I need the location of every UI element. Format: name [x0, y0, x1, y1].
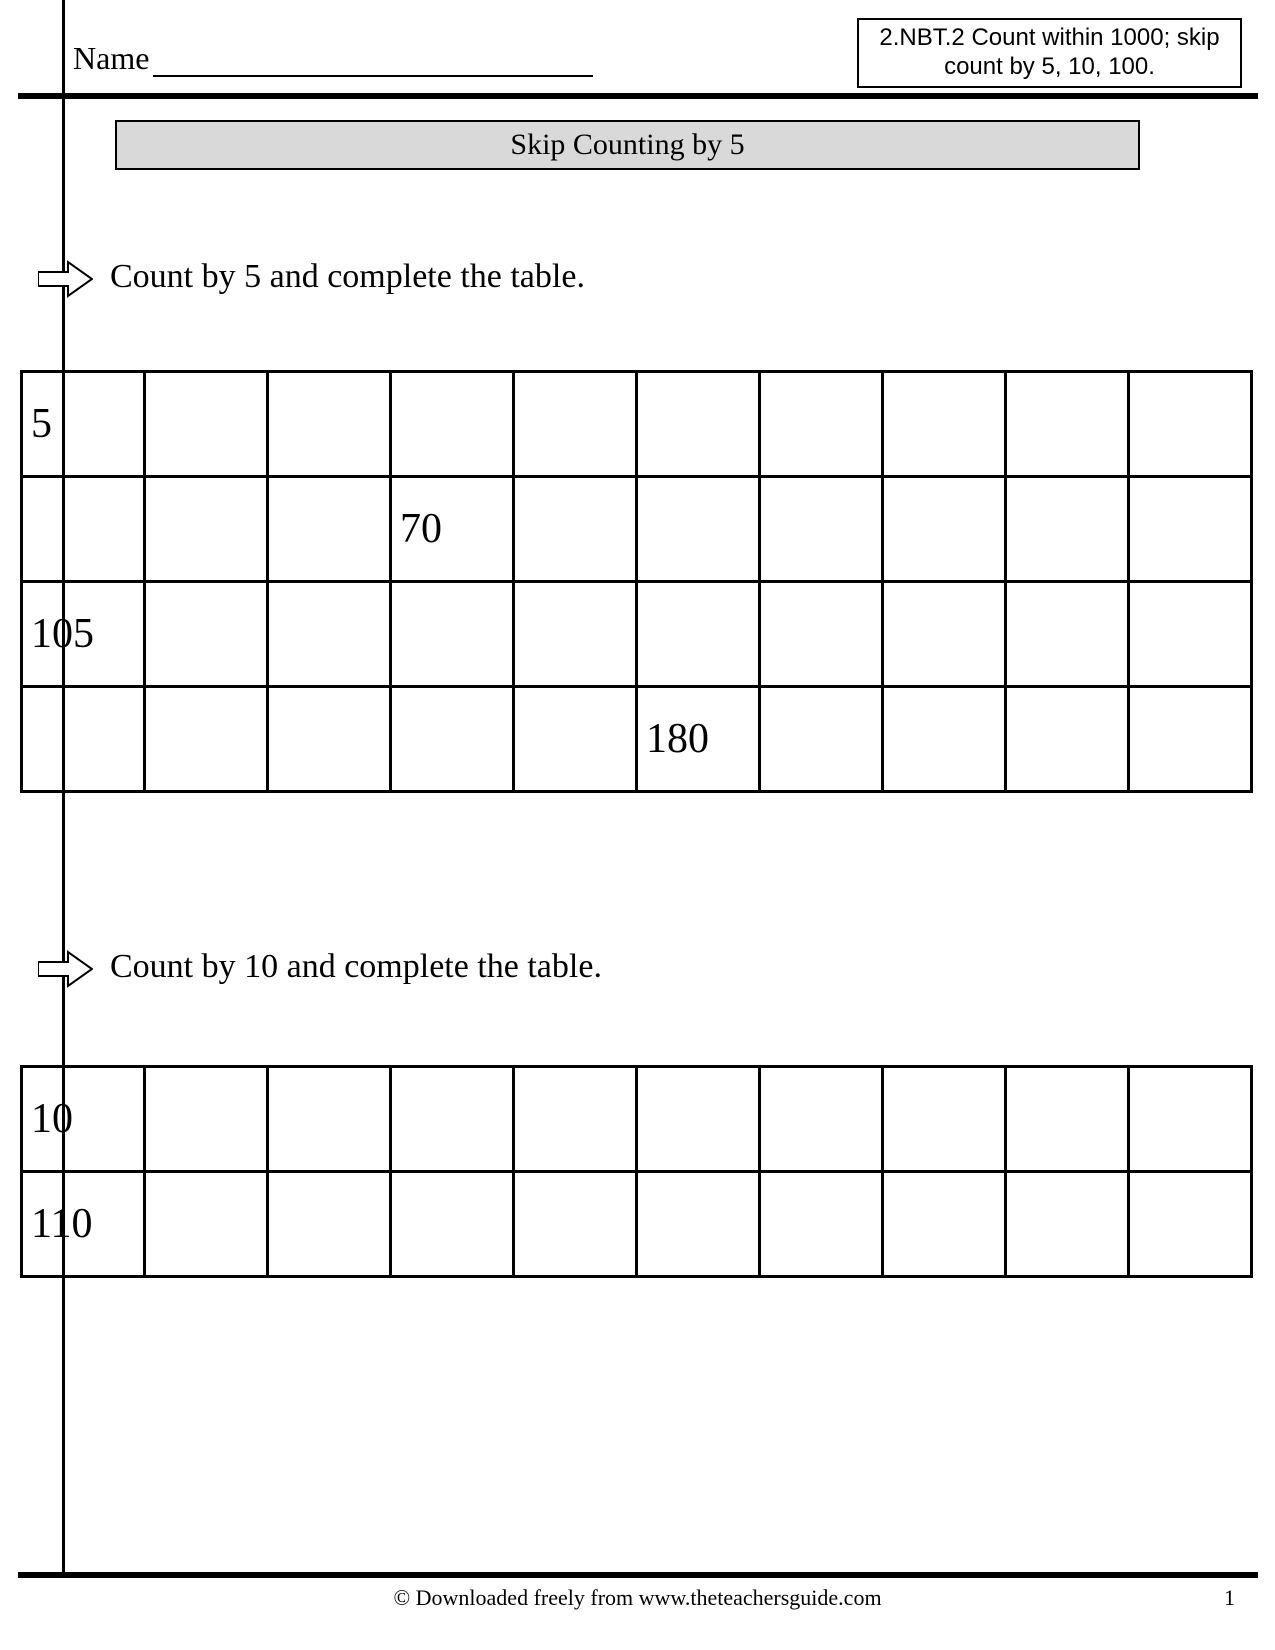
- table-cell[interactable]: [145, 477, 268, 582]
- table-cell[interactable]: [883, 1067, 1006, 1172]
- instruction-2: Count by 10 and complete the table.: [110, 948, 602, 986]
- table-cell[interactable]: [514, 1067, 637, 1172]
- skip-count-table-2[interactable]: 10110: [20, 1065, 1253, 1278]
- table-cell[interactable]: [883, 687, 1006, 792]
- table-cell[interactable]: [514, 477, 637, 582]
- table-cell[interactable]: [391, 372, 514, 477]
- table-cell[interactable]: [514, 687, 637, 792]
- table-cell[interactable]: [145, 582, 268, 687]
- table-cell[interactable]: [514, 1172, 637, 1277]
- table-cell[interactable]: [391, 687, 514, 792]
- page-number: 1: [1224, 1585, 1235, 1611]
- table-cell[interactable]: [268, 1067, 391, 1172]
- table-cell[interactable]: 110: [22, 1172, 145, 1277]
- standard-box: 2.NBT.2 Count within 1000; skip count by…: [857, 18, 1242, 88]
- table-cell[interactable]: [1006, 477, 1129, 582]
- instruction-1: Count by 5 and complete the table.: [110, 258, 585, 296]
- arrow-right-icon: [38, 260, 93, 298]
- table-cell[interactable]: [637, 582, 760, 687]
- table-cell[interactable]: 180: [637, 687, 760, 792]
- table-cell[interactable]: [637, 372, 760, 477]
- table-cell[interactable]: [1129, 582, 1252, 687]
- table-cell[interactable]: [1129, 1067, 1252, 1172]
- table-cell[interactable]: [637, 1172, 760, 1277]
- name-blank-line[interactable]: [153, 51, 593, 77]
- table-cell[interactable]: [1129, 372, 1252, 477]
- table-cell[interactable]: [637, 1067, 760, 1172]
- table-cell[interactable]: [1006, 582, 1129, 687]
- table-cell[interactable]: [760, 372, 883, 477]
- table-cell[interactable]: [1129, 477, 1252, 582]
- table-cell[interactable]: [145, 372, 268, 477]
- table-cell[interactable]: [145, 687, 268, 792]
- footer-text: © Downloaded freely from www.theteachers…: [0, 1585, 1275, 1611]
- table-cell[interactable]: [268, 687, 391, 792]
- bottom-rule: [18, 1572, 1258, 1578]
- table-cell[interactable]: [268, 372, 391, 477]
- table-cell[interactable]: [514, 582, 637, 687]
- worksheet-page: Name 2.NBT.2 Count within 1000; skip cou…: [0, 0, 1275, 1650]
- table-cell[interactable]: [883, 477, 1006, 582]
- name-label: Name: [73, 40, 149, 76]
- table-cell[interactable]: [760, 582, 883, 687]
- table-cell[interactable]: [1006, 687, 1129, 792]
- table-cell[interactable]: 105: [22, 582, 145, 687]
- table-cell[interactable]: [883, 582, 1006, 687]
- table-cell[interactable]: [391, 1172, 514, 1277]
- table-cell[interactable]: [391, 582, 514, 687]
- table-cell[interactable]: [637, 477, 760, 582]
- table-cell[interactable]: [1006, 1067, 1129, 1172]
- table-cell[interactable]: [760, 1067, 883, 1172]
- table-cell[interactable]: 70: [391, 477, 514, 582]
- arrow-right-icon: [38, 950, 93, 988]
- table-cell[interactable]: 10: [22, 1067, 145, 1172]
- worksheet-title-bar: Skip Counting by 5: [115, 120, 1140, 170]
- table-cell[interactable]: [22, 687, 145, 792]
- skip-count-table-1[interactable]: 5 70 105 180: [20, 370, 1253, 793]
- table-cell[interactable]: [514, 372, 637, 477]
- table-cell[interactable]: [883, 1172, 1006, 1277]
- table-cell[interactable]: [1006, 1172, 1129, 1277]
- table-cell[interactable]: [760, 477, 883, 582]
- table-cell[interactable]: [268, 477, 391, 582]
- name-field-row: Name: [73, 40, 593, 77]
- table-cell[interactable]: [268, 1172, 391, 1277]
- table-cell[interactable]: [268, 582, 391, 687]
- table-cell[interactable]: [145, 1172, 268, 1277]
- table-cell[interactable]: [760, 687, 883, 792]
- table-cell[interactable]: [1129, 1172, 1252, 1277]
- top-rule: [18, 93, 1258, 99]
- worksheet-title: Skip Counting by 5: [510, 128, 744, 162]
- table-cell[interactable]: [1129, 687, 1252, 792]
- table-cell[interactable]: [391, 1067, 514, 1172]
- table-cell[interactable]: [760, 1172, 883, 1277]
- standard-text: 2.NBT.2 Count within 1000; skip count by…: [879, 24, 1219, 80]
- table-cell[interactable]: [1006, 372, 1129, 477]
- table-cell[interactable]: 5: [22, 372, 145, 477]
- table-cell[interactable]: [22, 477, 145, 582]
- table-cell[interactable]: [145, 1067, 268, 1172]
- table-cell[interactable]: [883, 372, 1006, 477]
